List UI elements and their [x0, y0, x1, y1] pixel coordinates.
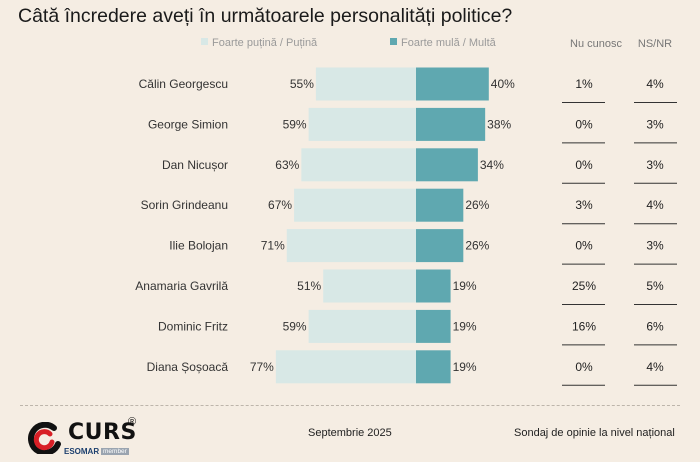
category-label: Dominic Fritz: [158, 319, 228, 333]
bar-low: [275, 350, 416, 384]
bar-low: [286, 229, 416, 263]
bar-high: [416, 67, 489, 101]
legend-low: Foarte puțină / Puțină: [201, 37, 317, 49]
nsnr-value: 4%: [646, 77, 664, 91]
data-label-high: 40%: [491, 77, 515, 91]
category-label: Călin Georgescu: [139, 77, 228, 91]
nsnr-value: 4%: [646, 198, 664, 212]
bar-low: [323, 269, 416, 303]
data-label-low: 77%: [250, 360, 274, 374]
nsnr-value: 3%: [646, 239, 664, 253]
bar-low: [315, 67, 416, 101]
data-label-low: 51%: [297, 279, 321, 293]
registered-mark: ®: [128, 416, 137, 428]
data-label-high: 34%: [480, 158, 504, 172]
category-label: Sorin Grindeanu: [141, 198, 228, 212]
bar-high: [416, 229, 464, 263]
bar-low: [308, 309, 416, 343]
bar-high: [416, 269, 451, 303]
unknown-value: 0%: [575, 360, 593, 374]
column-header-nsnr: NS/NR: [637, 38, 673, 50]
legend-low-label: Foarte puțină / Puțină: [212, 37, 318, 49]
data-label-low: 59%: [283, 117, 307, 131]
data-label-low: 71%: [261, 239, 285, 253]
unknown-value: 25%: [572, 279, 596, 293]
data-label-high: 38%: [487, 117, 511, 131]
data-label-low: 67%: [268, 198, 292, 212]
unknown-value: 16%: [572, 319, 596, 333]
unknown-value: 0%: [575, 158, 593, 172]
nsnr-value: 3%: [646, 158, 664, 172]
legend-swatch-low: [201, 38, 208, 45]
category-label: Anamaria Gavrilă: [135, 279, 228, 293]
unknown-value: 0%: [575, 117, 593, 131]
nsnr-value: 5%: [646, 279, 664, 293]
data-label-high: 19%: [453, 279, 477, 293]
bar-high: [416, 188, 464, 222]
footer-divider: [20, 405, 680, 406]
nsnr-value: 3%: [646, 117, 664, 131]
category-label: Diana Șoșoacă: [147, 360, 229, 374]
legend-high: Foarte mulă / Multă: [390, 37, 496, 49]
bar-high: [416, 107, 486, 141]
category-label: Ilie Bolojan: [169, 239, 228, 253]
data-label-low: 63%: [275, 158, 299, 172]
unknown-value: 1%: [575, 77, 593, 91]
nsnr-value: 4%: [646, 360, 664, 374]
member-label: member: [101, 448, 129, 455]
bar-high: [416, 148, 478, 182]
brand-name: CURS: [68, 420, 137, 445]
data-label-high: 26%: [465, 239, 489, 253]
category-label: Dan Nicușor: [162, 158, 228, 172]
category-label: George Simion: [148, 117, 228, 131]
chart-area: Călin Georgescu 55% 40% 1% 4% George Simion 59…: [135, 67, 677, 386]
bar-low: [308, 107, 416, 141]
legend-high-label: Foarte mulă / Multă: [401, 37, 496, 49]
data-label-high: 19%: [453, 360, 477, 374]
column-header-unknown: Nu cunosc: [570, 38, 622, 50]
data-label-low: 59%: [283, 319, 307, 333]
esomar-label: ESOMAR: [64, 447, 100, 456]
unknown-value: 0%: [575, 239, 593, 253]
survey-date: Septembrie 2025: [308, 427, 392, 439]
nsnr-value: 6%: [646, 319, 664, 333]
legend-swatch-high: [390, 38, 397, 45]
bar-low: [294, 188, 416, 222]
data-label-high: 26%: [465, 198, 489, 212]
unknown-value: 3%: [575, 198, 593, 212]
data-label-high: 19%: [453, 319, 477, 333]
curs-logo: CURS ® ESOMAR member: [24, 416, 154, 458]
bar-high: [416, 309, 451, 343]
data-label-low: 55%: [290, 77, 314, 91]
survey-description: Sondaj de opinie la nivel național: [514, 427, 675, 439]
curs-logo-mark-icon: [28, 422, 61, 454]
bar-low: [301, 148, 416, 182]
chart-title: Câtă încredere aveți în următoarele pers…: [18, 5, 513, 27]
bar-high: [416, 350, 451, 384]
